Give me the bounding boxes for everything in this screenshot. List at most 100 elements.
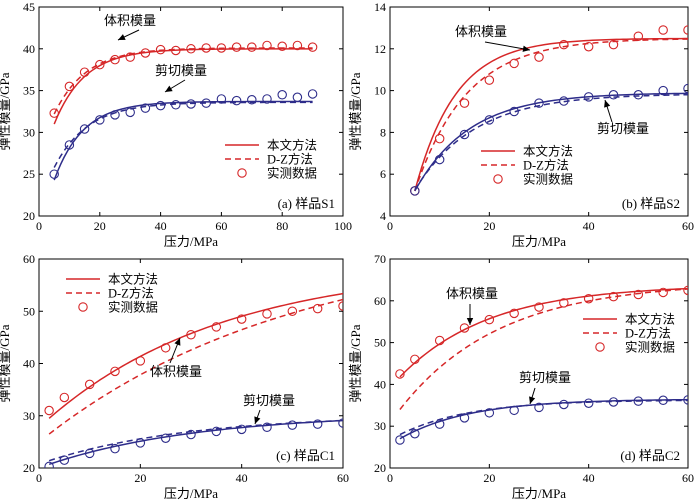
panel-tag: (a) 样品S1 — [278, 196, 335, 211]
bulk-ours-curve — [48, 292, 343, 419]
plot-area — [395, 285, 688, 445]
shear-measured-point — [658, 85, 668, 96]
legend-measured-marker — [493, 174, 503, 184]
bulk-measured-point — [155, 44, 166, 55]
legend-ours-label: 本文方法 — [267, 138, 317, 153]
plot-frame — [389, 6, 689, 217]
bulk-measured-point — [64, 81, 75, 92]
x-tick-label: 60 — [682, 219, 694, 233]
bulk-measured-point — [110, 366, 120, 377]
legend-measured-marker — [78, 302, 88, 312]
shear-ours-curve — [53, 100, 313, 181]
legend-ours-label: 本文方法 — [523, 144, 573, 159]
shear-measured-point — [186, 429, 196, 440]
x-tick-label: 0 — [36, 471, 42, 485]
bulk-arrow-head-icon — [174, 338, 181, 346]
shear-measured-point — [509, 405, 519, 416]
bulk-measured-point — [44, 405, 54, 416]
bulk-measured-point — [95, 59, 105, 70]
bulk-measured-point — [608, 291, 619, 302]
plot-frame — [38, 6, 344, 217]
bulk-measured-point — [658, 25, 668, 35]
bulk-arrow-line — [484, 41, 531, 51]
x-tick-label: 80 — [276, 219, 288, 233]
shear-measured-point — [683, 395, 688, 405]
chart-c2: 0 20 40 60203040506070压力/MPa弹性模量/GPa体积模量剪切模… — [348, 252, 694, 501]
y-tick-label: 30 — [23, 125, 35, 139]
bulk-measured-point — [216, 43, 227, 53]
bulk-measured-point — [140, 48, 151, 58]
shear-measured-point — [633, 90, 644, 100]
shear-measured-point — [559, 96, 569, 106]
panel-tag: (b) 样品S2 — [622, 196, 680, 211]
bulk-measured-point — [186, 44, 196, 54]
y-tick-label: 40 — [23, 357, 35, 371]
shear-measured-point — [140, 103, 151, 113]
bulk-measured-point — [509, 58, 519, 69]
shear-measured-point — [262, 422, 272, 432]
shear-measured-point — [277, 90, 287, 100]
bulk-measured-point — [262, 309, 272, 319]
bulk-measured-point — [583, 41, 594, 52]
x-tick-label: 60 — [215, 219, 227, 233]
y-tick-label: 70 — [374, 252, 386, 266]
bulk-measured-point — [484, 314, 495, 325]
shear-measured-point — [231, 95, 242, 106]
bulk-measured-point — [287, 306, 298, 316]
shear-measured-point — [559, 399, 569, 410]
x-tick-label: 100 — [334, 219, 352, 233]
legend-meas-label: 实测数据 — [108, 300, 158, 315]
y-tick-label: 60 — [374, 294, 386, 308]
y-tick-label: 14 — [374, 0, 386, 14]
bulk-modulus-annotation: 体积模量 — [104, 13, 156, 28]
shear-measured-point — [247, 95, 257, 105]
bulk-modulus-annotation: 体积模量 — [455, 24, 507, 39]
x-tick-label: 40 — [236, 471, 248, 485]
shear-measured-point — [79, 124, 90, 134]
bulk-measured-point — [262, 40, 272, 51]
legend-meas-label: 实测数据 — [523, 172, 573, 187]
y-axis-label: 弹性模量/GPa — [348, 324, 363, 402]
bulk-measured-point — [292, 40, 303, 51]
bulk-measured-point — [211, 322, 222, 332]
shear-measured-point — [160, 433, 171, 443]
shear-measured-point — [434, 419, 445, 429]
x-axis-label: 压力/MPa — [164, 234, 218, 249]
y-tick-label: 20 — [374, 461, 386, 475]
bulk-dz-curve — [53, 47, 313, 115]
shear-measured-point — [484, 408, 495, 418]
x-axis-label: 压力/MPa — [164, 486, 218, 501]
shear-measured-point — [95, 115, 105, 125]
legend-ours-label: 本文方法 — [108, 272, 158, 287]
x-tick-label: 60 — [682, 471, 694, 485]
shear-modulus-annotation: 剪切模量 — [597, 121, 649, 136]
bulk-modulus-annotation: 体积模量 — [446, 286, 498, 301]
bulk-measured-point — [231, 42, 242, 52]
shear-measured-point — [312, 419, 323, 429]
x-tick-label: 0 — [36, 219, 42, 233]
y-axis-label: 弹性模量/GPa — [348, 72, 363, 150]
bulk-measured-point — [559, 39, 569, 50]
bulk-measured-point — [559, 298, 569, 308]
shear-measured-point — [534, 98, 544, 108]
shear-measured-point — [583, 92, 594, 102]
x-axis-label: 压力/MPa — [512, 234, 566, 249]
x-tick-label: 40 — [155, 219, 167, 233]
shear-arrow-head-icon — [165, 85, 173, 92]
x-tick-label: 20 — [94, 219, 106, 233]
legend-dz-label: D-Z方法 — [523, 158, 569, 173]
shear-measured-point — [658, 395, 668, 406]
x-tick-label: 0 — [387, 471, 393, 485]
bulk-ours-curve — [414, 37, 688, 192]
legend-measured-marker — [237, 168, 247, 178]
panel-tag: (d) 样品C2 — [620, 448, 680, 463]
y-tick-label: 20 — [23, 209, 35, 223]
bulk-measured-point — [459, 98, 470, 108]
bulk-measured-point — [201, 43, 211, 53]
y-tick-label: 45 — [23, 0, 35, 14]
shear-measured-point — [59, 455, 70, 465]
